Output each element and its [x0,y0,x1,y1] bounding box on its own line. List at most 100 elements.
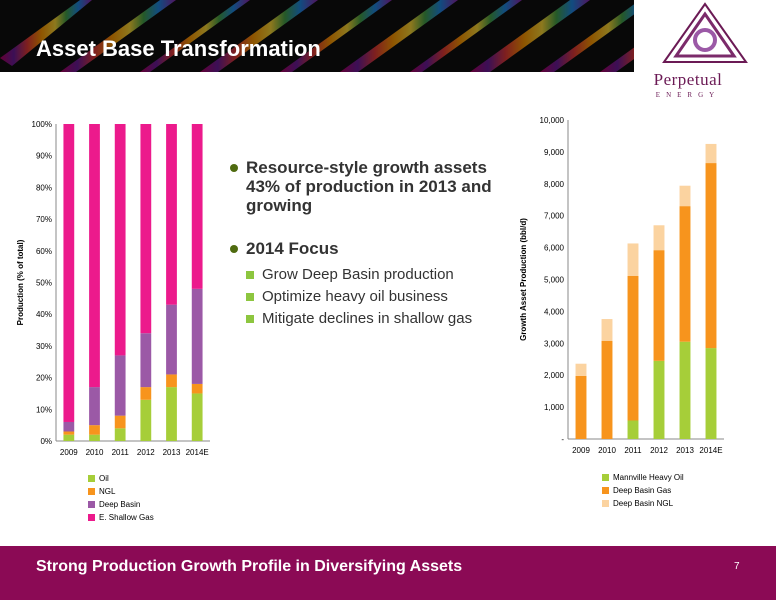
y-tick-label: 6,000 [544,244,565,253]
bar-segment [166,304,177,375]
bullet-square-icon [246,315,254,323]
production-mix-chart: 0% 10% 20% 30% 40% 50% 60% 70% 80% 90% 100% Product… [16,120,210,522]
logo-tagline: ENERGY [655,91,721,99]
y-axis-title: Growth Asset Production (bbl/d) [519,218,528,341]
bullet-square-icon [246,293,254,301]
legend-label: Deep Basin NGL [613,499,674,508]
bar-segment [114,415,126,429]
legend-label: Oil [99,474,109,483]
legend-swatch [602,500,609,507]
legend-label: Mannville Heavy Oil [613,473,684,482]
bar-segment [679,341,691,439]
x-tick-label: 2012 [137,448,155,457]
legend-label: Deep Basin Gas [613,486,671,495]
bullet-square-icon [246,271,254,279]
bar-segment [63,124,75,422]
bullet-focus: 2014 Focus [228,239,518,258]
page-number: 7 [734,561,740,572]
bar-segment [89,387,100,426]
y-axis-title: Production (% of total) [16,239,25,325]
y-tick-label: 1,000 [544,403,565,412]
y-tick-label: 5,000 [544,276,565,285]
y-tick-label: 0% [40,437,52,446]
bar-segment [114,355,126,416]
bar-segment [653,360,665,439]
y-tick-label: 2,000 [544,371,565,380]
bar-segment [679,206,691,342]
y-tick-label: 80% [36,183,52,192]
sub-bullet-deep-basin: Grow Deep Basin production [228,264,518,286]
y-tick-label: 100% [32,120,52,129]
bullet-dot-icon [230,245,238,253]
y-tick-label: 50% [36,279,52,288]
x-tick-label: 2009 [572,446,590,455]
legend-swatch [88,501,95,508]
growth-asset-production-chart: - 1,000 2,000 3,000 4,000 5,000 6,000 7,000 8,00… [519,116,724,508]
bar-segment [191,124,203,289]
bar-segment [114,428,126,441]
bar-segment [191,383,203,394]
bar-segment [601,319,613,341]
y-tick-label: 70% [36,215,52,224]
sub-bullet-shallow-gas: Mitigate declines in shallow gas [228,308,518,330]
bullet-list: Resource-style growth assets 43% of prod… [228,158,518,330]
y-tick-label: 20% [36,374,52,383]
bar-segment [63,431,75,435]
legend-swatch [88,475,95,482]
bar-segment [166,387,177,441]
bar-segment [140,333,152,388]
footer-banner: Strong Production Growth Profile in Dive… [0,546,776,600]
bar-segment [166,124,177,305]
x-tick-label: 2010 [86,448,104,457]
y-tick-label: 7,000 [544,212,565,221]
y-tick-label: 90% [36,152,52,161]
bar-segment [166,374,177,388]
x-tick-label: 2013 [676,446,694,455]
bar-segment [705,348,717,439]
bullet-dot-icon [230,164,238,172]
logo-name: Perpetual [653,70,723,89]
bar-segment [653,250,665,361]
bar-segment [191,288,203,384]
legend-swatch [602,474,609,481]
bar-segment [140,124,152,334]
bar-segment [705,143,717,164]
x-tick-label: 2010 [598,446,616,455]
bar-segment [140,399,152,441]
y-tick-label: 8,000 [544,180,565,189]
bar-segment [705,163,717,349]
bar-segment [575,375,587,439]
x-tick-label: 2013 [163,448,181,457]
bar-segment [627,420,639,439]
bar-segment [191,393,203,441]
bar-segment [140,387,152,400]
bar-segment [653,225,665,251]
bar-segment [89,124,100,388]
y-tick-label: 3,000 [544,339,565,348]
y-tick-label: 60% [36,247,52,256]
x-tick-label: 2011 [624,446,642,455]
legend-label: E. Shallow Gas [99,513,154,522]
bar-segment [627,243,639,276]
slide-title: Asset Base Transformation [36,36,321,61]
bullet-growth-assets: Resource-style growth assets 43% of prod… [228,158,518,215]
y-tick-label: 9,000 [544,148,565,157]
x-tick-label: 2014E [699,446,722,455]
bar-segment [575,363,587,376]
perpetual-logo-icon [634,0,776,108]
legend-swatch [602,487,609,494]
legend-swatch [88,488,95,495]
bar-segment [114,124,126,356]
legend-label: NGL [99,487,116,496]
y-tick-label: 40% [36,310,52,319]
bar-segment [601,340,613,439]
x-tick-label: 2014E [186,448,209,457]
x-tick-label: 2009 [60,448,78,457]
footer-tagline: Strong Production Growth Profile in Dive… [36,558,463,575]
y-tick-label: 30% [36,342,52,351]
bar-segment [89,434,100,441]
bar-segment [89,425,100,435]
bar-segment [63,434,75,441]
x-tick-label: 2011 [112,448,130,457]
bar-segment [627,275,639,421]
